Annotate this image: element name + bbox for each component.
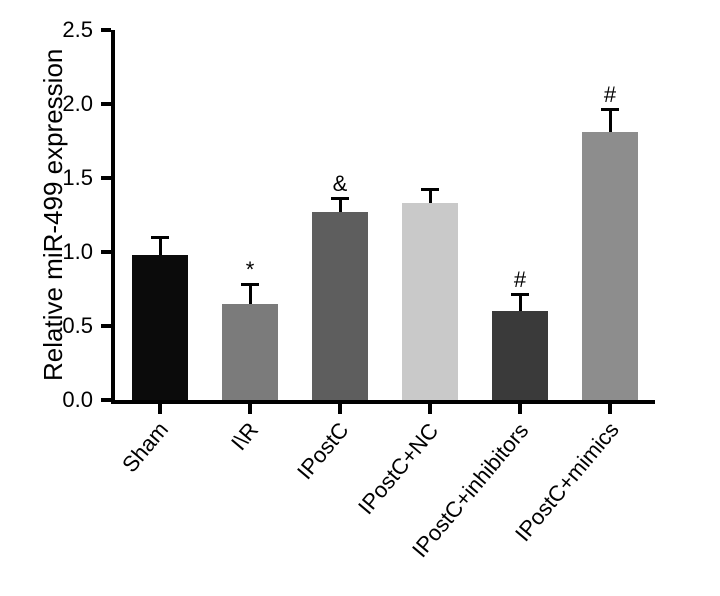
error-bar-stem [249,285,252,304]
y-tick-label: 0.5 [0,313,93,339]
y-tick-label: 0.0 [0,387,93,413]
error-bar-stem [159,237,162,255]
y-tick-label: 2.0 [0,91,93,117]
significance-marker: * [246,257,255,283]
bar [402,203,458,400]
y-tick [101,398,111,402]
bar [492,311,548,400]
bar [222,304,278,400]
x-tick [518,404,522,414]
y-tick [101,250,111,254]
x-tick [608,404,612,414]
y-tick [101,102,111,106]
y-tick [101,324,111,328]
x-tick [248,404,252,414]
bar [312,212,368,400]
y-tick [101,176,111,180]
plot-area [115,30,655,400]
x-tick [428,404,432,414]
x-tick-label: I\R [226,418,264,456]
error-bar-stem [339,199,342,212]
error-bar-stem [519,295,522,311]
bar-chart: Relative miR-499 expression 0.00.51.01.5… [0,0,720,596]
x-tick-label: Sham [117,417,174,478]
y-tick-label: 2.5 [0,17,93,43]
significance-marker: & [333,171,348,197]
error-bar-cap [331,197,349,200]
x-tick-label: IPostC+NC [353,418,444,519]
significance-marker: # [514,267,526,293]
x-tick [338,404,342,414]
x-axis [111,400,655,404]
bar [582,132,638,400]
error-bar-cap [601,108,619,111]
x-tick [158,404,162,414]
y-axis [111,30,115,400]
y-tick-label: 1.0 [0,239,93,265]
x-tick-label: IPostC [292,418,354,485]
error-bar-cap [151,236,169,239]
error-bar-cap [421,188,439,191]
error-bar-cap [511,293,529,296]
bar [132,255,188,400]
error-bar-cap [241,283,259,286]
error-bar-stem [429,190,432,203]
significance-marker: # [604,82,616,108]
y-tick-label: 1.5 [0,165,93,191]
y-tick [101,28,111,32]
error-bar-stem [609,110,612,132]
